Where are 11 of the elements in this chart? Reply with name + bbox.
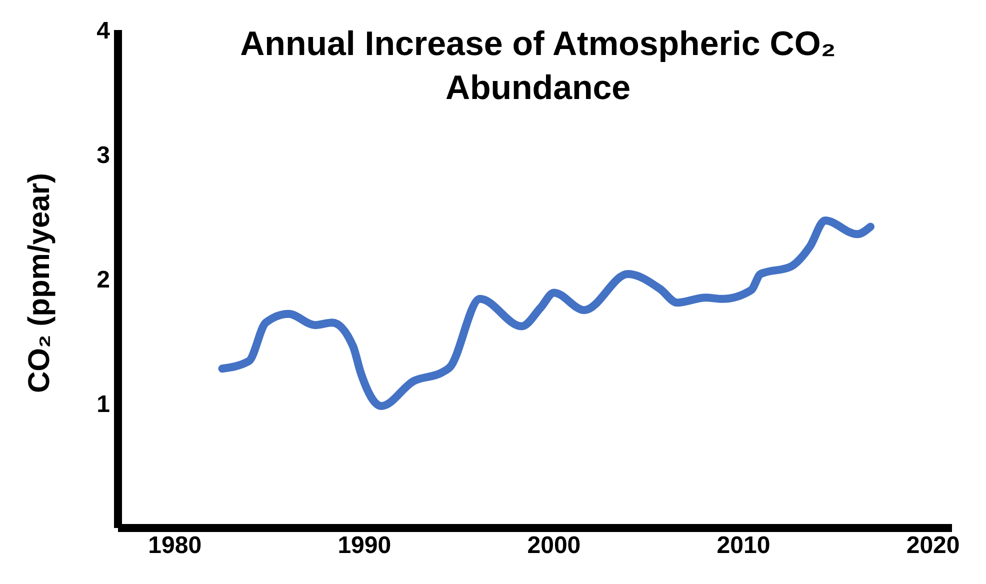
- x-tick-label: 2010: [716, 532, 770, 560]
- x-tick-label: 1980: [148, 532, 202, 560]
- x-tick-label: 2000: [527, 532, 581, 560]
- y-axis-title: CO₂ (ppm/year): [23, 172, 57, 394]
- y-tick-label: 3: [96, 142, 110, 170]
- y-tick-label: 4: [96, 18, 111, 45]
- x-tick-label: 2020: [906, 532, 960, 560]
- x-tick-label: 1990: [338, 532, 392, 560]
- text: Annual Increase of Atmospheric CO₂ Abundance: [239, 24, 837, 109]
- y-tick-label: 1: [96, 391, 110, 418]
- y-tick-label: 2: [96, 266, 110, 294]
